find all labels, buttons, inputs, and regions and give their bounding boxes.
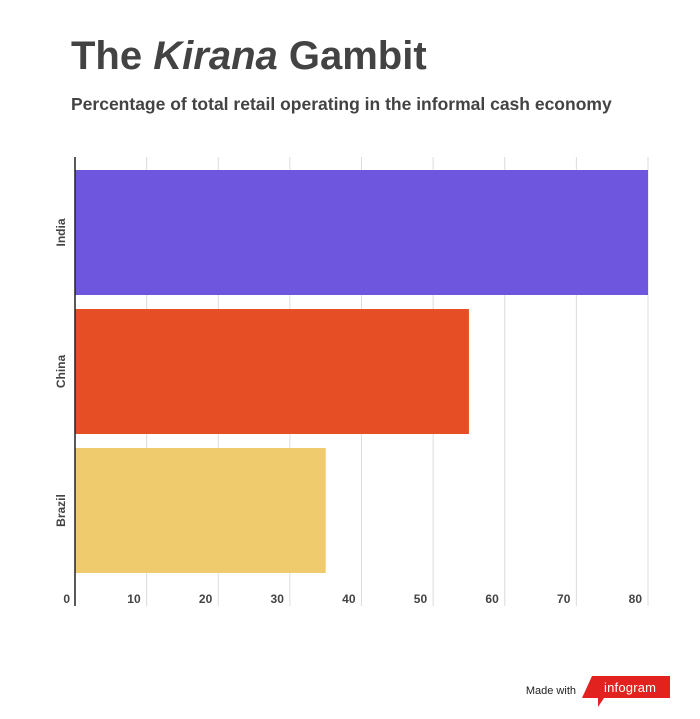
x-tick-label: 40 xyxy=(342,592,356,606)
x-tick-label: 20 xyxy=(199,592,213,606)
x-tick-label: 60 xyxy=(485,592,499,606)
infogram-logo-icon xyxy=(582,676,670,707)
category-label-india: India xyxy=(54,218,68,246)
category-label-china: China xyxy=(54,355,68,389)
x-tick-label: 30 xyxy=(271,592,285,606)
x-tick-label: 80 xyxy=(629,592,643,606)
made-with-label: Made with xyxy=(525,685,576,697)
x-tick-label: 50 xyxy=(414,592,428,606)
footer-credit: Made with infogram xyxy=(525,676,670,707)
chart-subtitle: Percentage of total retail operating in … xyxy=(71,94,612,114)
x-tick-label: 70 xyxy=(557,592,571,606)
bar-china xyxy=(75,309,469,434)
bar-india xyxy=(75,170,648,295)
infogram-brand-text: infogram xyxy=(604,680,657,695)
title-suffix: Gambit xyxy=(288,34,427,78)
x-tick-labels: 0 10 20 30 40 50 60 70 80 xyxy=(63,592,642,606)
category-labels: India China Brazil xyxy=(54,218,68,527)
chart-title: The Kirana Gambit xyxy=(71,34,427,79)
x-tick-label: 0 xyxy=(63,592,70,606)
chart-bars xyxy=(75,170,648,573)
bar-brazil xyxy=(75,448,326,573)
title-prefix: The xyxy=(71,34,143,78)
title-italic: Kirana xyxy=(153,34,278,78)
category-label-brazil: Brazil xyxy=(54,494,68,527)
x-tick-label: 10 xyxy=(127,592,141,606)
infogram-logo-link[interactable]: infogram xyxy=(582,676,670,707)
